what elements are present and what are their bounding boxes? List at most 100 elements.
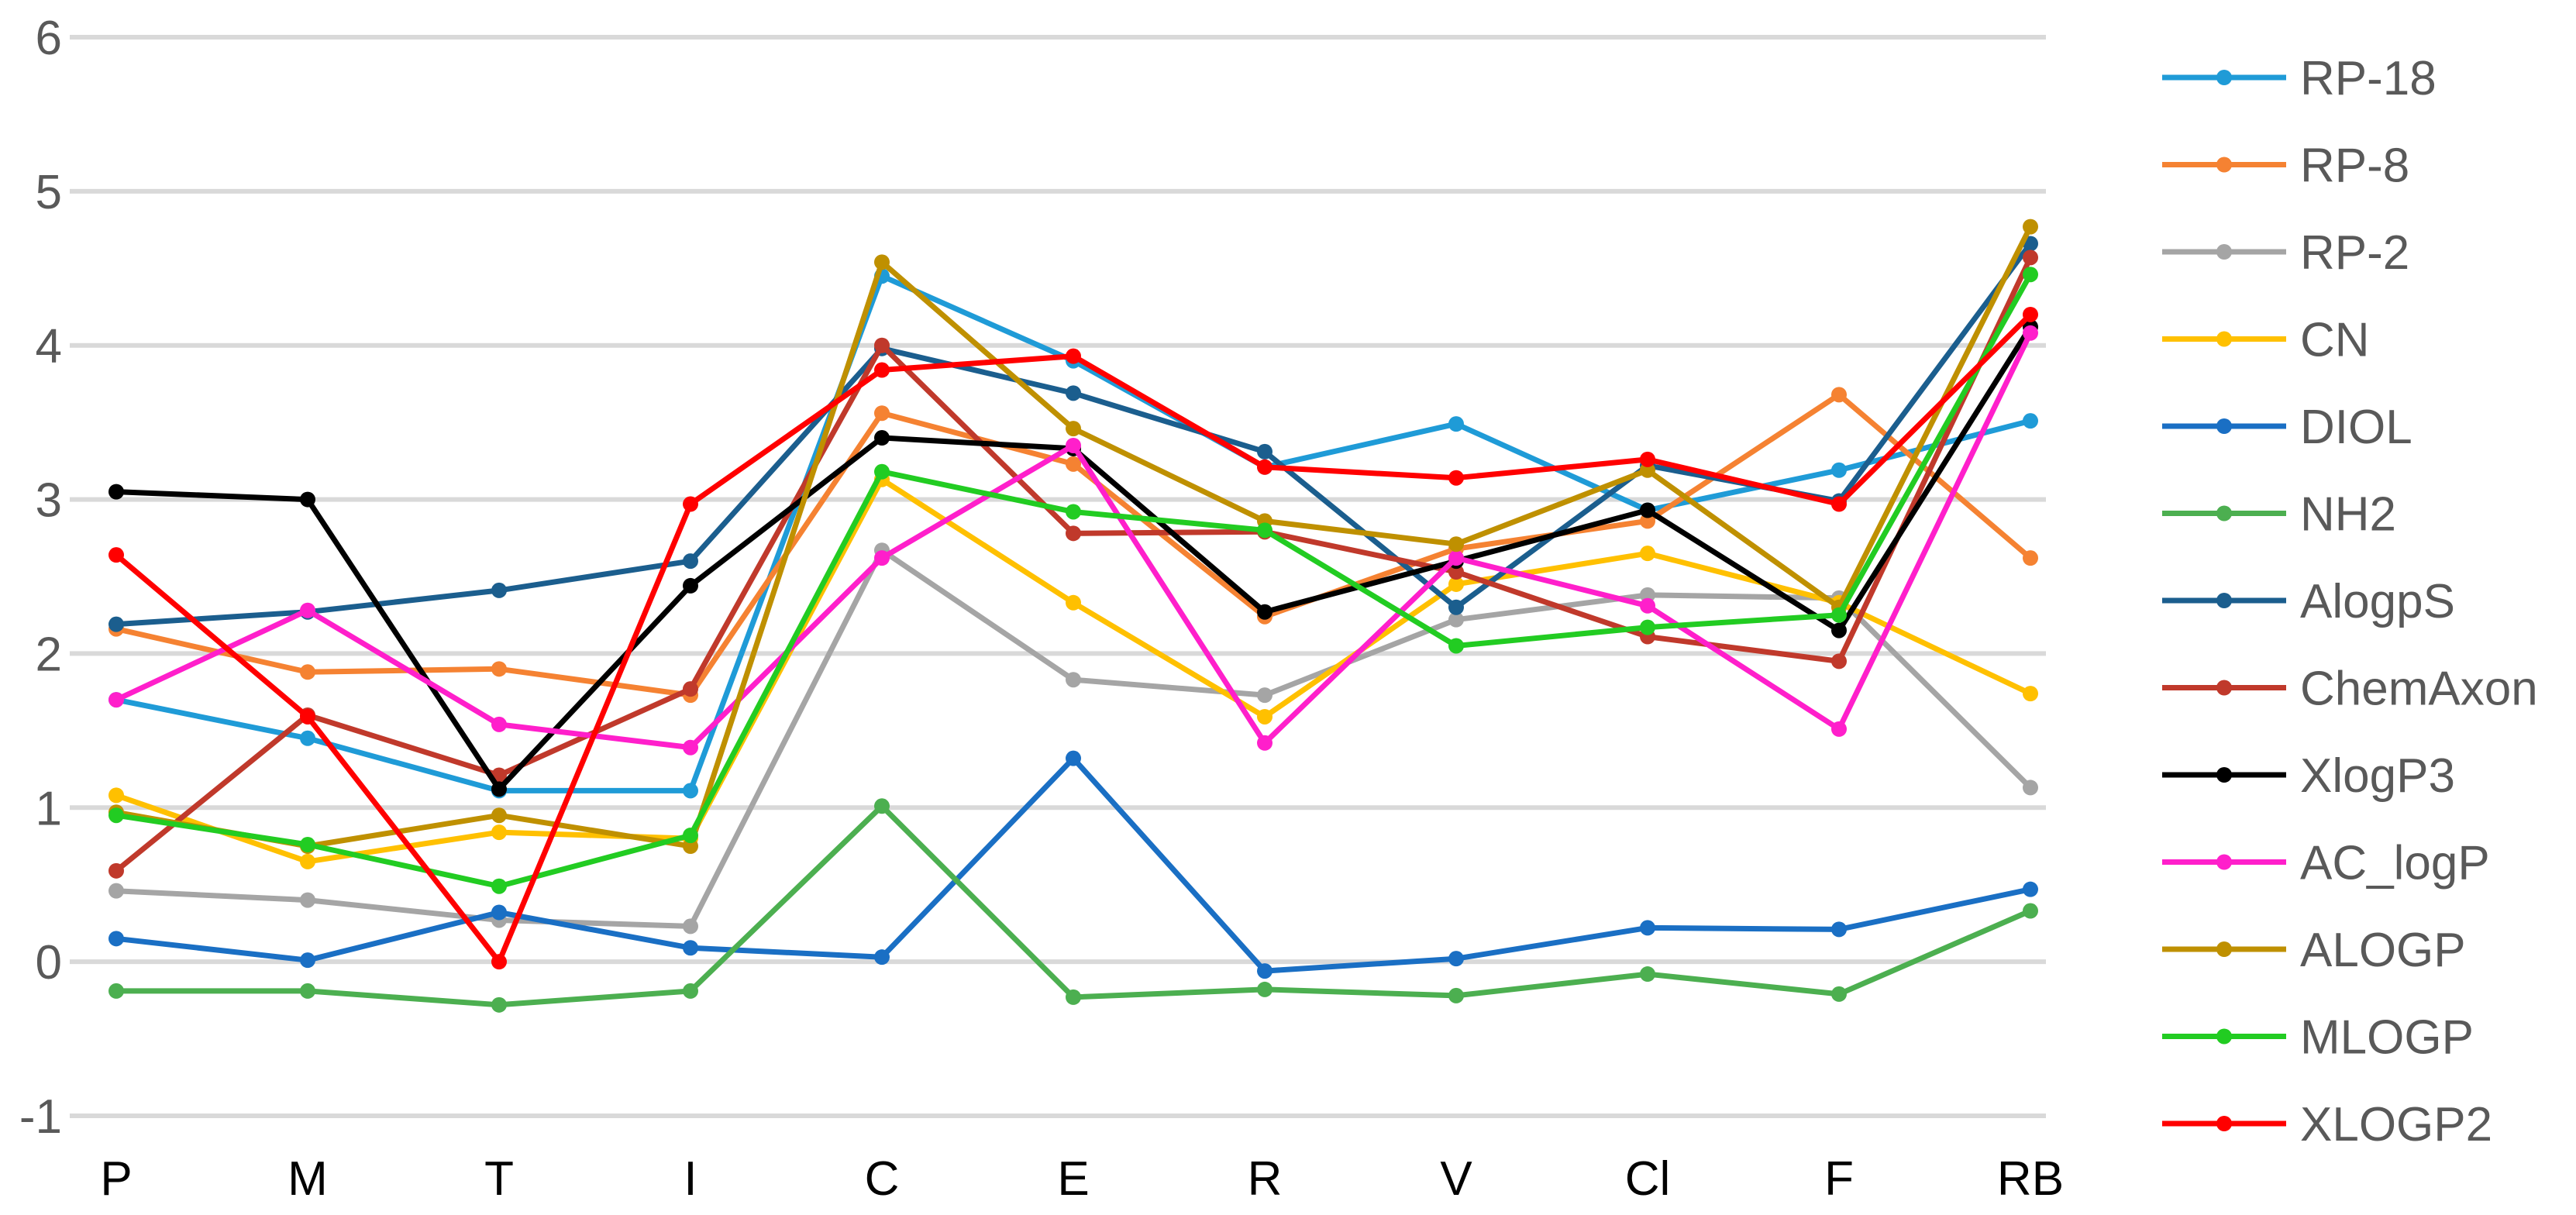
data-point xyxy=(683,940,698,956)
data-point xyxy=(683,918,698,934)
series-AC_logP xyxy=(108,325,2038,756)
data-point xyxy=(874,550,890,566)
data-point xyxy=(1066,348,1081,364)
data-point xyxy=(683,783,698,799)
gridlines xyxy=(70,35,2046,1118)
legend-item: RP-18 xyxy=(2162,52,2437,105)
y-tick-label: 3 xyxy=(36,474,62,528)
legend-item: MLOGP xyxy=(2162,1011,2474,1065)
data-point xyxy=(1640,502,1655,518)
x-tick-label: V xyxy=(1440,1152,1472,1206)
legend-label: MLOGP xyxy=(2300,1011,2474,1065)
data-point xyxy=(874,798,890,814)
legend-swatch-marker xyxy=(2216,941,2232,957)
data-point xyxy=(2023,881,2038,897)
data-point xyxy=(874,463,890,480)
data-point xyxy=(874,362,890,378)
series-XLOGP2 xyxy=(108,306,2038,970)
legend-swatch-marker xyxy=(2216,593,2232,608)
y-tick-label: 6 xyxy=(36,12,62,65)
data-point xyxy=(300,730,315,746)
legend-swatch-marker xyxy=(2216,157,2232,173)
data-point xyxy=(1448,638,1464,654)
data-point xyxy=(2023,780,2038,796)
legend-label: RP-2 xyxy=(2300,226,2409,280)
data-point xyxy=(300,837,315,853)
legend-item: XLOGP2 xyxy=(2162,1098,2492,1151)
data-point xyxy=(108,983,124,999)
data-point xyxy=(1448,951,1464,967)
data-point xyxy=(491,807,507,824)
data-point xyxy=(683,577,698,594)
legend-swatch-marker xyxy=(2216,331,2232,347)
data-point xyxy=(108,616,124,632)
data-point xyxy=(491,716,507,732)
data-point xyxy=(2023,250,2038,266)
x-tick-label: M xyxy=(288,1152,328,1206)
series-layer xyxy=(108,219,2038,1013)
legend-item: DIOL xyxy=(2162,401,2412,454)
data-point xyxy=(1066,437,1081,453)
data-point xyxy=(2023,550,2038,566)
series-MLOGP xyxy=(108,267,2038,894)
data-point xyxy=(491,661,507,677)
legend-item: AlogpS xyxy=(2162,575,2455,628)
legend: RP-18 RP-8 RP-2 CN DIOL NH2 AlogpS ChemAxon Xlog… xyxy=(2162,52,2538,1151)
data-point xyxy=(1831,921,1847,938)
data-point xyxy=(1831,387,1847,403)
data-point xyxy=(1448,564,1464,580)
legend-swatch-marker xyxy=(2216,505,2232,521)
legend-item: ChemAxon xyxy=(2162,663,2538,716)
data-point xyxy=(874,337,890,353)
data-point xyxy=(1257,963,1273,979)
data-point xyxy=(683,828,698,844)
data-point xyxy=(1066,989,1081,1005)
y-tick-label: 5 xyxy=(36,166,62,219)
data-point xyxy=(1448,416,1464,432)
data-point xyxy=(1640,966,1655,983)
data-point xyxy=(1066,672,1081,688)
x-tick-label: F xyxy=(1824,1152,1854,1206)
data-point xyxy=(1831,496,1847,512)
legend-item: CN xyxy=(2162,314,2370,367)
data-point xyxy=(1640,587,1655,603)
legend-label: AC_logP xyxy=(2300,837,2490,890)
data-point xyxy=(108,807,124,824)
legend-item: NH2 xyxy=(2162,488,2396,542)
y-axis: -1 0 1 2 3 4 5 6 xyxy=(19,12,62,1144)
data-point xyxy=(2023,219,2038,235)
data-point xyxy=(300,853,315,869)
data-point xyxy=(491,824,507,841)
data-point xyxy=(874,405,890,422)
data-point xyxy=(108,787,124,804)
data-point xyxy=(491,878,507,894)
x-tick-label: T xyxy=(484,1152,514,1206)
legend-label: RP-18 xyxy=(2300,52,2437,105)
data-point xyxy=(108,883,124,899)
data-point xyxy=(683,496,698,512)
data-point xyxy=(1257,981,1273,997)
data-point xyxy=(874,254,890,270)
data-point xyxy=(1448,599,1464,615)
x-tick-label: R xyxy=(1248,1152,1283,1206)
data-point xyxy=(1640,619,1655,635)
legend-label: ChemAxon xyxy=(2300,663,2538,716)
data-point xyxy=(300,708,315,725)
data-point xyxy=(1831,721,1847,737)
data-point xyxy=(108,692,124,708)
data-point xyxy=(683,838,698,854)
data-point xyxy=(1448,536,1464,552)
data-point xyxy=(874,949,890,965)
data-point xyxy=(108,862,124,879)
y-tick-label: 1 xyxy=(36,782,62,835)
y-tick-label: -1 xyxy=(19,1090,62,1144)
x-tick-label: E xyxy=(1057,1152,1089,1206)
legend-label: XLOGP2 xyxy=(2300,1098,2492,1151)
legend-label: DIOL xyxy=(2300,401,2412,454)
data-point xyxy=(1831,607,1847,623)
data-point xyxy=(683,681,698,697)
data-point xyxy=(1640,462,1655,478)
series-DIOL xyxy=(108,750,2038,979)
data-point xyxy=(1257,522,1273,539)
